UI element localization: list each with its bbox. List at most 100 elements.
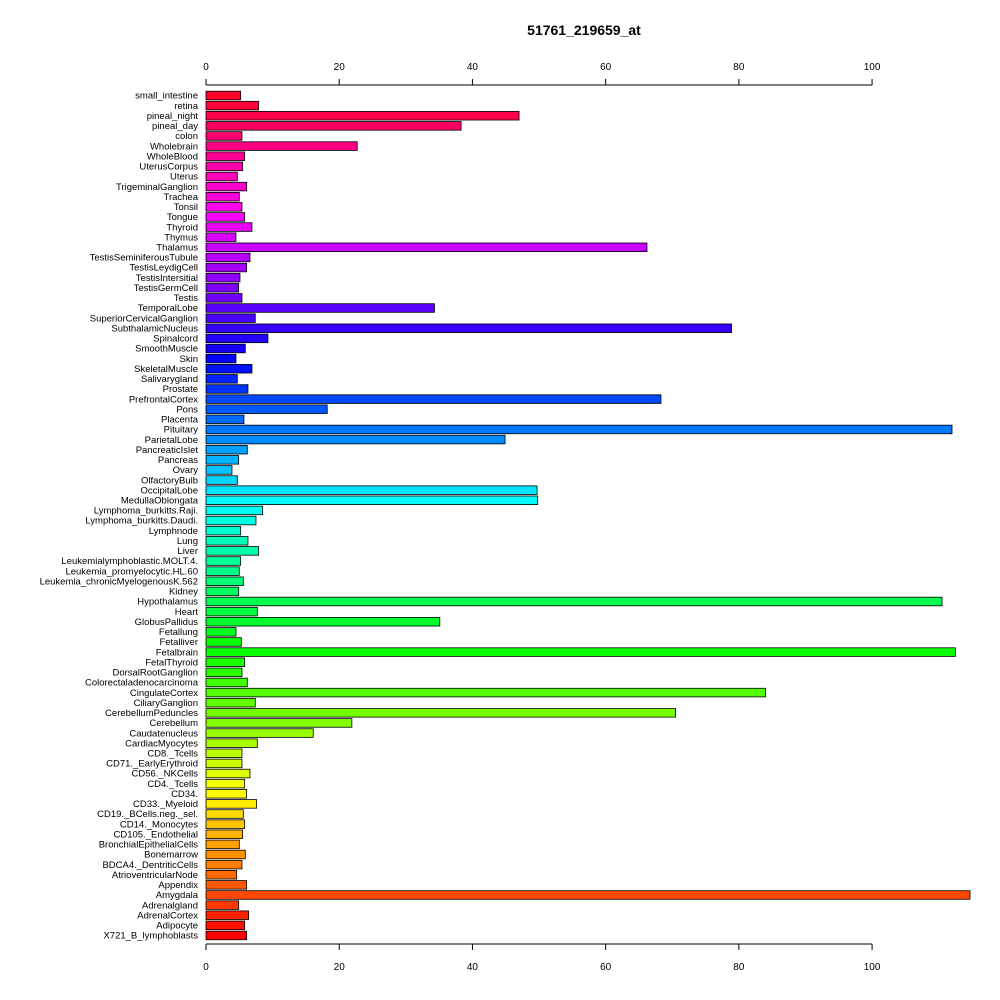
bar-18 (205, 272, 241, 283)
bar-82 (205, 920, 246, 931)
category-label-14: Thymus (164, 232, 198, 243)
category-label-73: CD105._Endothelial (113, 829, 198, 840)
bar-23 (205, 323, 732, 333)
chart-title: 51761_219659_at (527, 22, 641, 38)
category-label-24: Spinalcord (153, 334, 198, 345)
category-label-75: Bonemarrow (144, 850, 198, 861)
bar-5 (205, 141, 358, 151)
bar-14 (205, 232, 237, 242)
category-label-9: TrigeminalGanglion (116, 182, 198, 193)
category-label-72: CD14._Monocytes (120, 819, 198, 830)
category-label-59: CingulateCortex (130, 688, 198, 699)
category-label-62: Cerebellum (149, 718, 198, 729)
category-label-78: Appendix (158, 880, 198, 891)
bottom-tick-label-4: 80 (733, 962, 745, 973)
bar-35 (205, 444, 248, 455)
category-label-34: ParietalLobe (145, 435, 198, 446)
category-label-60: CiliaryGanglion (134, 698, 198, 709)
bar-9 (205, 181, 248, 192)
category-label-15: Thalamus (156, 243, 198, 254)
bar-79 (205, 890, 971, 900)
bar-4 (205, 131, 243, 141)
category-label-74: BronchialEpithelialCells (99, 840, 199, 851)
category-label-36: Pancreas (158, 455, 198, 466)
bar-12 (205, 212, 246, 222)
category-label-41: Lymphoma_burkitts.Raji. (94, 506, 198, 517)
category-label-49: Kidney (169, 587, 198, 598)
bar-2 (205, 111, 520, 121)
bar-67 (205, 768, 251, 779)
category-label-3: pineal_day (152, 121, 198, 132)
category-label-31: Pons (176, 404, 198, 415)
bar-10 (205, 191, 240, 202)
bar-16 (205, 252, 251, 263)
bar-55 (205, 647, 956, 657)
category-label-21: TemporalLobe (138, 303, 198, 314)
bar-45 (205, 546, 260, 556)
bar-71 (205, 809, 244, 819)
bar-65 (205, 748, 243, 759)
bar-17 (205, 262, 248, 273)
bar-20 (205, 293, 243, 303)
bar-74 (205, 839, 240, 850)
bar-13 (205, 222, 253, 232)
category-label-50: Hypothalamus (137, 597, 198, 608)
category-label-40: MedullaOblongata (121, 496, 199, 507)
top-tick-label-3: 60 (600, 62, 612, 73)
category-label-69: CD34. (171, 789, 198, 800)
bar-8 (205, 171, 238, 182)
bar-3 (205, 121, 462, 131)
category-label-65: CD8._Tcells (147, 749, 198, 760)
category-label-0: small_intestine (135, 91, 198, 102)
category-label-17: TestisLeydigCell (129, 263, 198, 274)
bar-21 (205, 303, 435, 313)
category-label-4: colon (175, 131, 198, 142)
category-label-11: Tonsil (174, 202, 198, 213)
bar-24 (205, 333, 269, 344)
top-tick-label-4: 80 (733, 62, 745, 73)
category-label-77: AtrioventricularNode (112, 870, 198, 881)
category-label-6: WholeBlood (147, 151, 198, 162)
bar-7 (205, 161, 244, 172)
category-label-32: Placenta (161, 415, 199, 426)
category-label-80: Adrenalgland (142, 900, 198, 911)
bar-64 (205, 738, 258, 748)
bar-80 (205, 900, 240, 910)
bar-42 (205, 515, 257, 526)
category-label-66: CD71._EarlyErythroid (106, 759, 198, 770)
category-label-1: retina (174, 101, 198, 112)
category-label-20: Testis (174, 293, 199, 304)
top-x-axis: 0 20 40 60 80 100 (203, 62, 881, 86)
bottom-x-axis: 0 20 40 60 80 100 (203, 943, 881, 973)
category-label-55: Fetalbrain (156, 647, 198, 658)
category-label-56: FetalThyroid (145, 657, 198, 668)
category-label-54: Fetalliver (159, 637, 198, 648)
category-label-5: Wholebrain (150, 141, 198, 152)
category-label-29: Prostate (163, 384, 198, 395)
bar-60 (205, 698, 256, 708)
bar-70 (205, 799, 258, 809)
category-label-33: Pituitary (164, 425, 199, 436)
category-label-26: Skin (180, 354, 198, 365)
bar-48 (205, 576, 244, 586)
bar-75 (205, 849, 246, 860)
category-label-45: Liver (177, 546, 198, 557)
category-label-46: Leukemialymphoblastic.MOLT.4. (61, 556, 198, 567)
category-label-30: PrefrontalCortex (129, 394, 198, 405)
category-label-16: TestisSeminiferousTubule (90, 253, 198, 264)
bar-50 (205, 596, 943, 607)
bar-19 (205, 283, 240, 293)
bar-83 (205, 930, 248, 941)
bar-30 (205, 394, 662, 404)
category-label-18: TestisIntersitial (136, 273, 198, 284)
category-label-42: Lymphoma_burkitts.Daudi. (85, 516, 198, 527)
category-label-22: SuperiorCervicalGanglion (90, 313, 198, 324)
category-label-67: CD56._NKCells (131, 769, 198, 780)
category-labels-group: small_intestineretinapineal_nightpineal_… (40, 91, 199, 942)
bar-68 (205, 778, 246, 789)
category-label-12: Tongue (167, 212, 198, 223)
bar-72 (205, 819, 246, 829)
bar-77 (205, 870, 238, 880)
bar-49 (205, 586, 240, 597)
